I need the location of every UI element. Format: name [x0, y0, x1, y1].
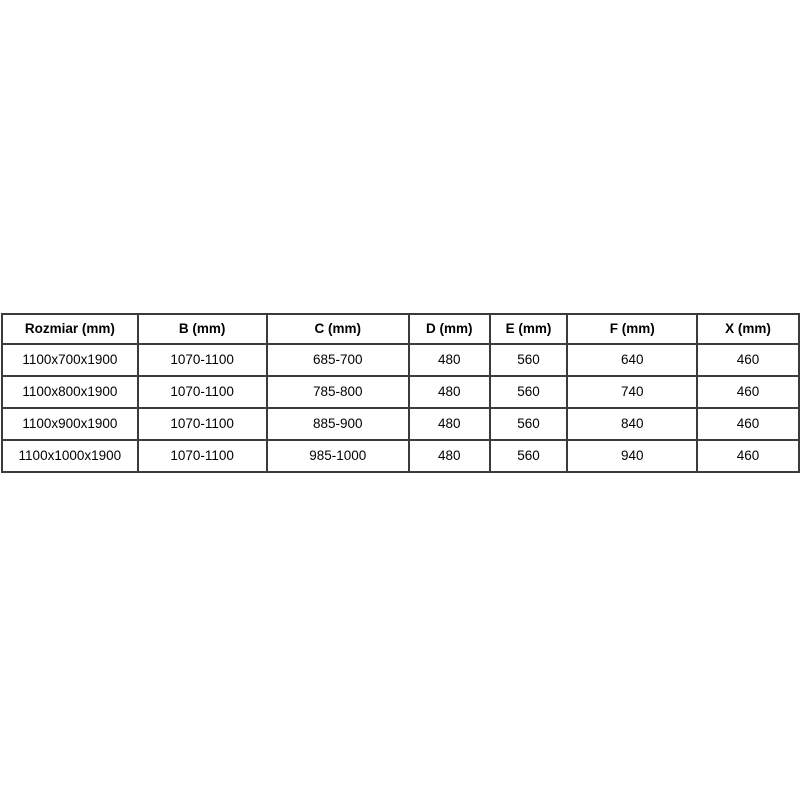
table-row: 1100x800x1900 1070-1100 785-800 480 560 740 46… [1, 375, 800, 409]
table-cell: 560 [488, 439, 569, 473]
column-header-4: E (mm) [488, 313, 569, 345]
dimensions-table: Rozmiar (mm) B (mm) C (mm) D (mm) E (mm) F (m… [1, 313, 800, 473]
table-cell: 940 [566, 439, 698, 473]
table-cell: 785-800 [265, 375, 411, 409]
table-header-row: Rozmiar (mm) B (mm) C (mm) D (mm) E (mm) F (m… [1, 313, 800, 345]
table-cell: 480 [408, 407, 491, 441]
table-cell: 640 [566, 343, 698, 377]
table-cell: 1100x1000x1900 [1, 439, 139, 473]
column-header-0: Rozmiar (mm) [1, 313, 139, 345]
table-cell: 840 [566, 407, 698, 441]
table-head: Rozmiar (mm) B (mm) C (mm) D (mm) E (mm) F (m… [1, 313, 800, 345]
table-cell: 480 [408, 375, 491, 409]
table-cell: 985-1000 [265, 439, 411, 473]
column-header-5: F (mm) [566, 313, 698, 345]
table-body: 1100x700x1900 1070-1100 685-700 480 560 640 46… [1, 343, 800, 473]
table-cell: 460 [695, 439, 800, 473]
table-cell: 1070-1100 [136, 375, 268, 409]
table-cell: 1100x900x1900 [1, 407, 139, 441]
column-header-3: D (mm) [408, 313, 491, 345]
table-cell: 1100x700x1900 [1, 343, 139, 377]
table-cell: 480 [408, 343, 491, 377]
table-row: 1100x700x1900 1070-1100 685-700 480 560 640 46… [1, 343, 800, 377]
table-cell: 480 [408, 439, 491, 473]
column-header-1: B (mm) [136, 313, 268, 345]
table-cell: 1070-1100 [136, 407, 268, 441]
table-cell: 560 [488, 407, 569, 441]
table-cell: 560 [488, 343, 569, 377]
table-cell: 1100x800x1900 [1, 375, 139, 409]
column-header-2: C (mm) [265, 313, 411, 345]
table-cell: 460 [695, 343, 800, 377]
table-cell: 1070-1100 [136, 439, 268, 473]
table-cell: 1070-1100 [136, 343, 268, 377]
table-cell: 885-900 [265, 407, 411, 441]
table-row: 1100x900x1900 1070-1100 885-900 480 560 840 46… [1, 407, 800, 441]
table-cell: 740 [566, 375, 698, 409]
table-cell: 685-700 [265, 343, 411, 377]
table-cell: 460 [695, 407, 800, 441]
table-cell: 560 [488, 375, 569, 409]
column-header-6: X (mm) [695, 313, 800, 345]
table-cell: 460 [695, 375, 800, 409]
table-row: 1100x1000x1900 1070-1100 985-1000 480 560 940… [1, 439, 800, 473]
